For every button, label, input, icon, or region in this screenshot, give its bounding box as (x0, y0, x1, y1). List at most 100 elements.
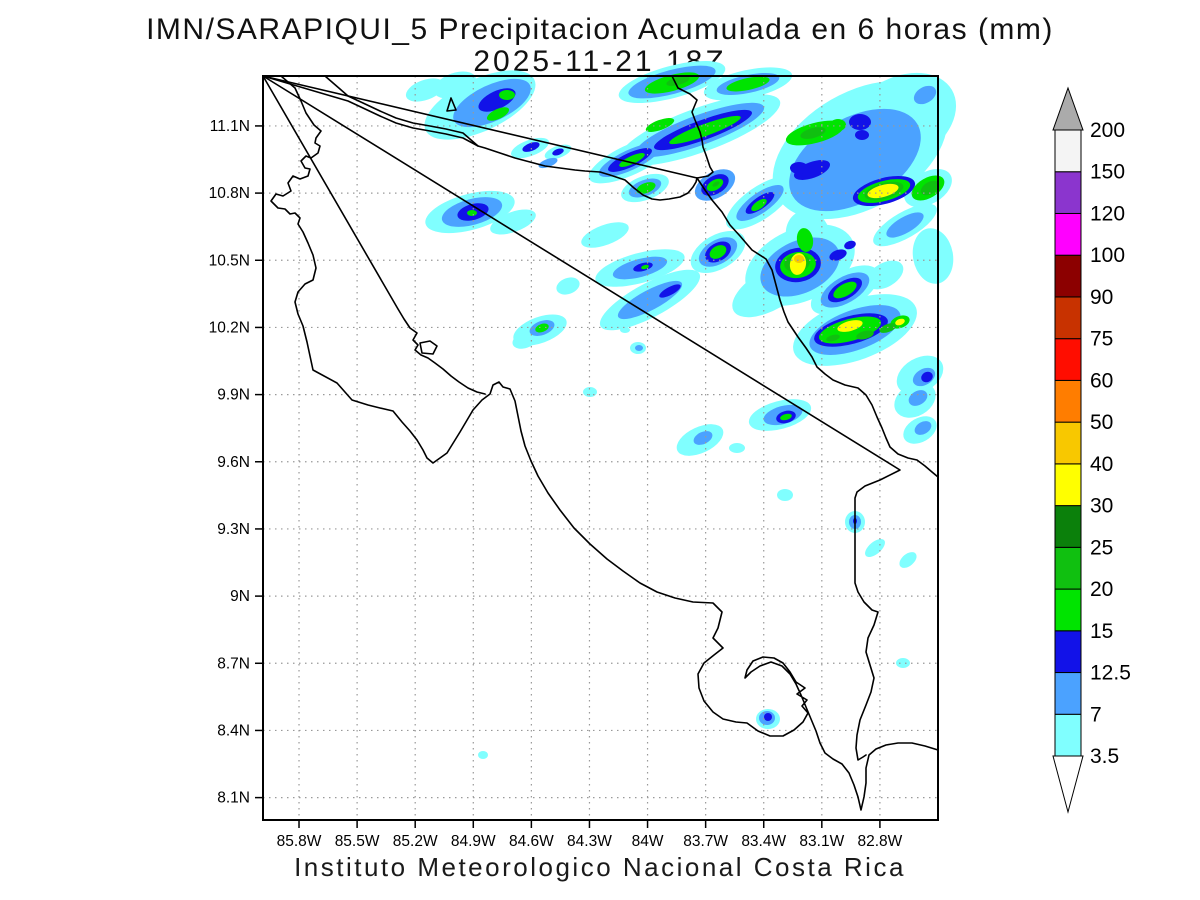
y-tick-label: 10.8N (209, 185, 250, 202)
colorbar-label: 25 (1090, 536, 1113, 559)
y-tick-label: 10.2N (209, 319, 250, 336)
colorbar-label: 90 (1090, 286, 1113, 309)
precip-blob (499, 90, 515, 100)
precip-blob (899, 552, 917, 568)
y-tick-label: 9N (230, 588, 250, 605)
x-tick-label: 83.1W (799, 833, 844, 850)
precip-blob (486, 107, 510, 121)
colorbar-cell (1054, 421, 1082, 465)
precip-blob (886, 212, 924, 238)
colorbar-label: 200 (1090, 119, 1125, 142)
colorbar-label: 15 (1090, 620, 1113, 643)
y-tick-label: 9.9N (217, 387, 250, 404)
precip-blob (800, 127, 826, 139)
colorbar-cell (1054, 129, 1082, 173)
colorbar-label: 60 (1090, 369, 1113, 392)
precip-blob (645, 118, 675, 132)
precip-blob (729, 443, 745, 453)
precip-blob (726, 76, 770, 92)
coastline-layer (262, 75, 939, 811)
x-tick-label: 85.5W (335, 833, 380, 850)
coastline (262, 75, 479, 147)
colorbar-label: 30 (1090, 495, 1113, 518)
precip-blob (764, 713, 772, 721)
precip-blob (522, 142, 540, 152)
precip-blob (581, 222, 629, 248)
precip-blob (659, 284, 681, 298)
precip-blob (780, 413, 792, 421)
x-tick-label: 83.7W (683, 833, 728, 850)
colorbar-cell (1054, 588, 1082, 632)
x-tick-label: 82.8W (858, 833, 903, 850)
axes-layer: 85.8W 85.5W 85.2W 84.9W 84.6W 84.3W 84W 83.7W 83… (209, 118, 903, 850)
precip-blob (709, 245, 727, 259)
map-frame (262, 75, 939, 821)
x-tick-label: 85.2W (393, 833, 438, 850)
precip-blob (921, 371, 933, 383)
precip-blob (914, 421, 932, 435)
precip-blob (793, 160, 831, 180)
precip-blob (866, 260, 904, 290)
colorbar-cell (1054, 379, 1082, 423)
footer-credit: Instituto Meteorologico Nacional Costa R… (294, 852, 906, 882)
y-tick-label: 11.1N (210, 118, 250, 135)
colorbar-cell (1054, 672, 1082, 715)
precip-blob (913, 85, 937, 105)
y-tick-label: 8.1N (217, 790, 250, 807)
colorbar-label: 20 (1090, 578, 1113, 601)
x-tick-label: 85.8W (277, 833, 322, 850)
colorbar-label: 40 (1090, 453, 1113, 476)
precip-blob (751, 198, 767, 212)
title-block: IMN/SARAPIQUI_5 Precipitacion Acumulada … (0, 14, 1200, 78)
colorbar-label: 75 (1090, 328, 1113, 351)
x-tick-label: 84.6W (509, 833, 554, 850)
precip-blob (666, 76, 690, 86)
island-outline (446, 97, 457, 112)
precip-blob (895, 318, 905, 326)
colorbar-label: 150 (1090, 161, 1125, 184)
coastline (262, 75, 939, 478)
precip-blob (405, 78, 445, 102)
colorbar-cell (1054, 546, 1082, 590)
precip-blob (790, 162, 808, 174)
y-tick-label: 8.4N (217, 722, 250, 739)
precip-blob (920, 180, 940, 196)
x-tick-label: 84.3W (567, 833, 612, 850)
y-tick-label: 10.5N (209, 252, 250, 269)
colorbar-labels: 3.5 7 12.5 15 20 25 30 40 50 60 75 90 100 120 150 200 (1090, 119, 1131, 768)
precip-blob (693, 431, 713, 445)
precip-blob (635, 345, 643, 351)
precip-blob (641, 264, 649, 270)
precip-blob (867, 183, 899, 199)
colorbar: 3.5 7 12.5 15 20 25 30 40 50 60 75 90 100 120 150 200 (1052, 86, 1131, 814)
precip-blob (467, 210, 477, 216)
precip-blob (830, 119, 846, 131)
colorbar-under-arrow (1052, 755, 1084, 814)
colorbar-cell (1054, 505, 1082, 548)
precip-blob (620, 327, 630, 333)
gridlines-layer (263, 76, 938, 820)
precip-blob (777, 489, 793, 501)
y-tick-label: 9.6N (217, 454, 250, 471)
precip-blob (712, 181, 720, 187)
coastline (262, 75, 714, 179)
x-tick-label: 84.9W (451, 833, 496, 850)
precip-blob (844, 240, 856, 250)
page-title: IMN/SARAPIQUI_5 Precipitacion Acumulada … (146, 13, 1054, 46)
precip-blob (908, 390, 928, 406)
precip-blob (896, 658, 910, 668)
precip-blob (856, 330, 874, 340)
colorbar-label: 7 (1090, 703, 1102, 726)
precipitation-layer (405, 60, 957, 759)
precip-blob (669, 115, 741, 145)
colorbar-cell (1054, 338, 1082, 381)
coastline (262, 75, 698, 201)
colorbar-cell (1054, 463, 1082, 507)
colorbar-cell (1054, 296, 1082, 340)
colorbar-cell (1054, 630, 1082, 674)
precip-blob (478, 751, 488, 759)
precip-blob (833, 281, 857, 299)
colorbar-cell (1054, 212, 1082, 256)
precip-blob (636, 182, 656, 194)
